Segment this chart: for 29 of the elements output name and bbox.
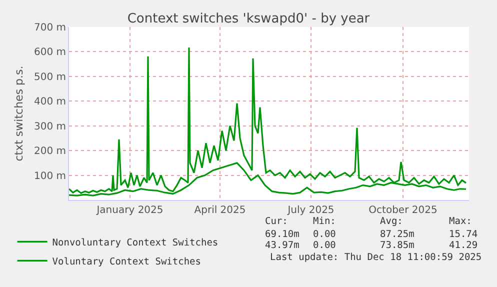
text: 73.85m: [380, 240, 415, 251]
text: Last update: Thu Dec 18 11:00:59 2025: [270, 252, 482, 263]
y-axis-title: ctxt switches p.s.: [12, 66, 26, 162]
y-tick-label: 600 m: [34, 47, 66, 58]
chart-title: Context switches 'kswapd0' - by year: [127, 12, 370, 27]
x-tick-label: January 2025: [96, 205, 164, 216]
y-tick-label: 200 m: [34, 146, 66, 158]
text: 0.00: [313, 240, 336, 251]
text: 15.74: [449, 229, 478, 240]
text: Avg:: [380, 216, 403, 227]
y-tick-label: 500 m: [34, 72, 66, 83]
y-tick-label: 300 m: [34, 121, 66, 132]
text: 0.00: [313, 229, 336, 240]
y-tick-label: 700 m: [34, 22, 66, 34]
text: 41.29: [449, 240, 478, 251]
x-tick-label: July 2025: [286, 205, 334, 216]
line-series: [69, 46, 467, 194]
legend-label: Voluntary Context Switches: [52, 256, 201, 268]
x-tick-label: April 2025: [194, 205, 246, 216]
legend-label: Nonvoluntary Context Switches: [52, 237, 218, 248]
x-tick-label: October 2025: [368, 205, 438, 216]
y-tick-label: 100 m: [34, 170, 66, 182]
text: 43.97m: [265, 240, 300, 251]
text: Min:: [313, 216, 336, 227]
y-tick-label: 400 m: [34, 96, 66, 108]
text: Cur:: [265, 216, 288, 227]
text: Max:: [449, 216, 472, 227]
text: 87.25m: [380, 229, 415, 240]
text: 69.10m: [265, 229, 300, 240]
